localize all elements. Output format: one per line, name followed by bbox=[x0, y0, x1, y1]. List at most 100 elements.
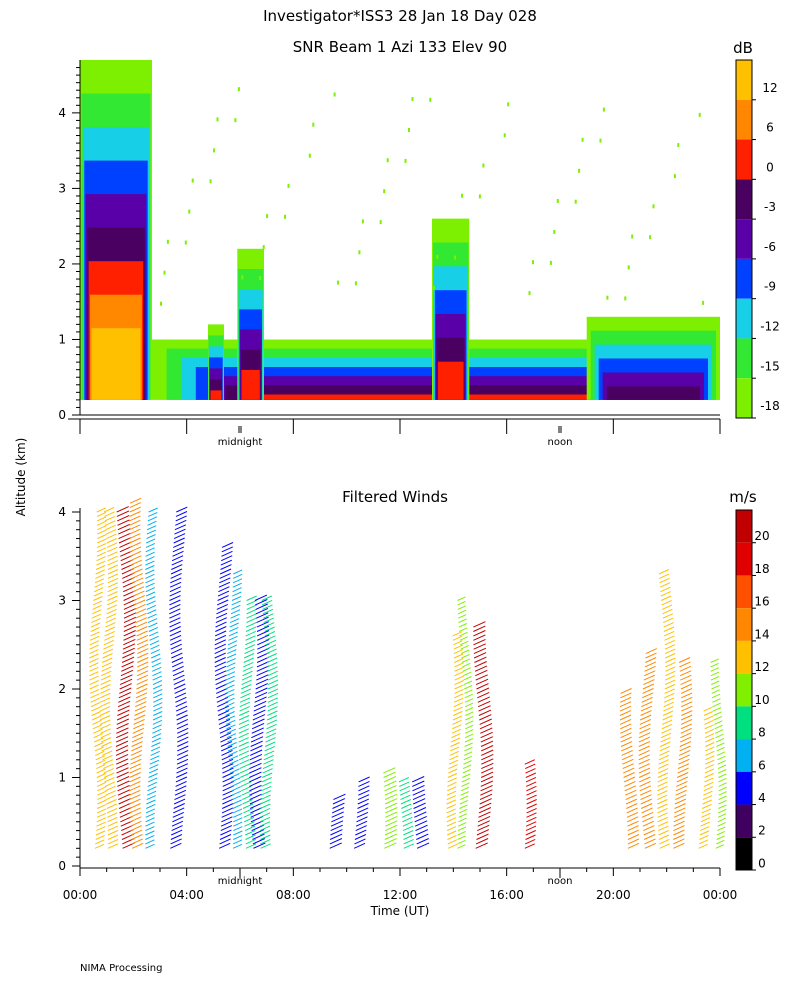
wind-barb bbox=[176, 763, 189, 770]
wind-barb bbox=[152, 715, 163, 721]
wind-barb bbox=[643, 670, 656, 677]
wind-barb bbox=[451, 728, 462, 734]
wind-barb bbox=[130, 758, 142, 765]
winds-chart-title: Filtered Winds bbox=[342, 488, 448, 506]
wind-barb bbox=[222, 776, 234, 783]
wind-profile bbox=[457, 596, 474, 849]
wind-barb bbox=[239, 697, 251, 703]
snr-colorbar-label: -9 bbox=[764, 280, 776, 294]
wind-barb bbox=[698, 839, 709, 845]
wind-barb bbox=[464, 729, 474, 734]
snr-colorbar-segment bbox=[736, 139, 752, 180]
wind-barb bbox=[354, 838, 366, 845]
wind-barb bbox=[123, 625, 137, 632]
wind-barb bbox=[260, 785, 272, 792]
wind-barb bbox=[356, 807, 369, 814]
wind-barb bbox=[263, 613, 274, 619]
wind-barb bbox=[215, 674, 227, 681]
wind-barb bbox=[120, 674, 133, 681]
wind-barb bbox=[118, 532, 131, 540]
wind-barb bbox=[136, 674, 149, 681]
wind-barb bbox=[256, 625, 270, 632]
snr-band bbox=[91, 328, 141, 400]
snr-speckle bbox=[528, 291, 531, 296]
wind-barb bbox=[218, 714, 230, 721]
wind-barb bbox=[241, 790, 252, 796]
wind-barb bbox=[152, 680, 163, 686]
wind-barb bbox=[679, 661, 691, 668]
wind-barb bbox=[239, 710, 250, 716]
wind-barb bbox=[383, 776, 397, 783]
wind-barb bbox=[452, 719, 462, 725]
wind-barb bbox=[619, 696, 632, 703]
wind-barb bbox=[170, 829, 183, 836]
wind-barb bbox=[243, 812, 254, 818]
wind-barb bbox=[149, 764, 159, 770]
wind-barb bbox=[95, 834, 105, 840]
wind-barb bbox=[256, 669, 269, 677]
wind-barb bbox=[703, 706, 713, 712]
wind-barb bbox=[169, 599, 181, 606]
wind-barb bbox=[149, 635, 159, 641]
wind-barb bbox=[148, 507, 158, 513]
wind-barb bbox=[136, 679, 148, 686]
wind-barb bbox=[174, 688, 186, 694]
wind-barb bbox=[621, 754, 634, 761]
snr-speckle bbox=[574, 199, 577, 204]
wind-barb bbox=[106, 599, 118, 606]
wind-barb bbox=[475, 838, 489, 845]
wind-barb bbox=[146, 790, 157, 796]
wind-barb bbox=[229, 764, 240, 770]
wind-barb bbox=[218, 718, 231, 725]
snr-speckle bbox=[454, 255, 457, 260]
wind-barb bbox=[698, 843, 708, 849]
snr-speckle bbox=[457, 224, 460, 229]
wind-barb bbox=[145, 839, 155, 845]
wind-barb bbox=[151, 657, 161, 663]
wind-barb bbox=[171, 661, 184, 668]
wind-barb bbox=[103, 772, 115, 778]
wind-barb bbox=[231, 786, 241, 792]
wind-barb bbox=[129, 785, 141, 792]
wind-barb bbox=[133, 595, 146, 601]
wind-barb bbox=[101, 750, 113, 756]
wind-barb bbox=[479, 714, 492, 721]
wind-barb bbox=[240, 776, 251, 783]
wind-barb bbox=[101, 661, 113, 668]
wind-barb bbox=[215, 621, 227, 628]
wind-barb bbox=[665, 670, 676, 677]
wind-barb bbox=[476, 833, 489, 840]
wind-barb bbox=[718, 791, 727, 796]
wind-barb bbox=[479, 793, 493, 801]
wind-barb bbox=[132, 723, 145, 730]
wind-barb bbox=[412, 793, 426, 801]
wind-barb bbox=[115, 753, 129, 761]
wind-barb bbox=[95, 569, 105, 575]
wind-barb bbox=[147, 613, 157, 619]
wind-barb bbox=[96, 547, 107, 553]
wind-barb bbox=[664, 653, 676, 659]
wind-barb bbox=[220, 825, 233, 832]
wind-barb bbox=[664, 635, 675, 641]
wind-barb bbox=[673, 842, 685, 849]
wind-barb bbox=[221, 803, 234, 809]
wind-barb bbox=[171, 564, 183, 570]
wind-barb bbox=[620, 727, 632, 734]
wind-barb bbox=[473, 647, 487, 655]
wind-barb bbox=[148, 768, 159, 774]
wind-barb bbox=[100, 684, 111, 690]
wind-barb bbox=[136, 643, 149, 650]
wind-barb bbox=[454, 684, 464, 690]
wind-barb bbox=[384, 802, 398, 809]
wind-barb bbox=[639, 785, 652, 792]
wind-barb bbox=[107, 564, 119, 570]
wind-barb bbox=[526, 807, 537, 814]
wind-barb bbox=[358, 785, 370, 792]
wind-profile bbox=[238, 595, 257, 849]
wind-barb bbox=[107, 821, 118, 827]
wind-barb bbox=[239, 768, 251, 774]
wind-barb bbox=[473, 630, 486, 637]
wind-barb bbox=[384, 842, 397, 849]
wind-barb bbox=[172, 807, 185, 814]
wind-barb bbox=[214, 661, 227, 668]
